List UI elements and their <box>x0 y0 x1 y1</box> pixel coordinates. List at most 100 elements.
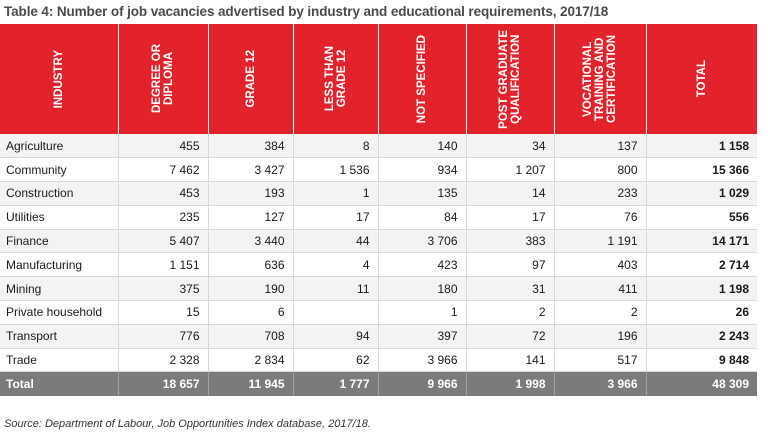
value-cell: 76 <box>554 205 647 230</box>
table-row: Mining 375 190 11 180 31 411 1 198 <box>0 276 757 302</box>
row-total-cell: 556 <box>646 205 757 230</box>
industry-name-cell: Construction <box>0 181 119 206</box>
value-cell: 2 <box>466 300 555 325</box>
value-cell: 383 <box>466 229 555 254</box>
total-value-cell: 18 657 <box>118 371 209 396</box>
row-total-cell: 1 158 <box>646 134 757 159</box>
industry-name-cell: Agriculture <box>0 134 119 159</box>
value-cell: 196 <box>554 324 647 349</box>
column-header-grade-12: GRADE 12 <box>208 24 294 134</box>
value-cell: 15 <box>118 300 209 325</box>
value-cell: 453 <box>118 181 209 206</box>
industry-name-cell: Transport <box>0 324 119 349</box>
column-header-industry: INDUSTRY <box>0 24 119 134</box>
value-cell: 1 151 <box>118 252 209 278</box>
value-cell: 1 <box>378 300 467 325</box>
value-cell: 2 834 <box>208 348 294 373</box>
value-cell <box>293 300 379 325</box>
value-cell: 34 <box>466 134 555 159</box>
value-cell: 62 <box>293 348 379 373</box>
table-row: Utilities 235 127 17 84 17 76 556 <box>0 205 757 230</box>
value-cell: 517 <box>554 348 647 373</box>
value-cell: 140 <box>378 134 467 159</box>
column-header-post-graduate-qualification: POST GRADUATE QUALIFICATION <box>466 24 555 134</box>
value-cell: 3 706 <box>378 229 467 254</box>
column-header-less-than-grade-12: LESS THAN GRADE 12 <box>293 24 379 134</box>
value-cell: 1 191 <box>554 229 647 254</box>
value-cell: 934 <box>378 157 467 183</box>
total-value-cell: 1 777 <box>293 371 379 396</box>
value-cell: 44 <box>293 229 379 254</box>
value-cell: 2 328 <box>118 348 209 373</box>
value-cell: 708 <box>208 324 294 349</box>
column-header-not-specified: NOT SPECIFIED <box>378 24 467 134</box>
value-cell: 636 <box>208 252 294 278</box>
value-cell: 84 <box>378 205 467 230</box>
total-value-cell: 48 309 <box>646 371 757 396</box>
value-cell: 800 <box>554 157 647 183</box>
value-cell: 3 440 <box>208 229 294 254</box>
value-cell: 72 <box>466 324 555 349</box>
value-cell: 5 407 <box>118 229 209 254</box>
value-cell: 776 <box>118 324 209 349</box>
table-row: Private household 15 6 1 2 2 26 <box>0 300 757 325</box>
value-cell: 384 <box>208 134 294 159</box>
value-cell: 3 427 <box>208 157 294 183</box>
table-row: Finance 5 407 3 440 44 3 706 383 1 191 14 171 <box>0 229 757 254</box>
value-cell: 375 <box>118 276 209 302</box>
value-cell: 6 <box>208 300 294 325</box>
value-cell: 193 <box>208 181 294 206</box>
table-row: Transport 776 708 94 397 72 196 2 243 <box>0 324 757 349</box>
value-cell: 397 <box>378 324 467 349</box>
total-value-cell: 3 966 <box>554 371 647 396</box>
value-cell: 94 <box>293 324 379 349</box>
table-row: Construction 453 193 1 135 14 233 1 029 <box>0 181 757 206</box>
value-cell: 17 <box>293 205 379 230</box>
row-total-cell: 15 366 <box>646 157 757 183</box>
table-row: Community 7 462 3 427 1 536 934 1 207 800 15 36… <box>0 157 757 183</box>
industry-name-cell: Trade <box>0 348 119 373</box>
value-cell: 141 <box>466 348 555 373</box>
industry-name-cell: Private household <box>0 300 119 325</box>
value-cell: 7 462 <box>118 157 209 183</box>
total-value-cell: 11 945 <box>208 371 294 396</box>
industry-name-cell: Manufacturing <box>0 252 119 278</box>
value-cell: 127 <box>208 205 294 230</box>
value-cell: 233 <box>554 181 647 206</box>
value-cell: 137 <box>554 134 647 159</box>
total-label-cell: Total <box>0 371 119 396</box>
value-cell: 1 207 <box>466 157 555 183</box>
row-total-cell: 1 029 <box>646 181 757 206</box>
value-cell: 455 <box>118 134 209 159</box>
row-total-cell: 26 <box>646 300 757 325</box>
column-header-degree-or-diploma: DEGREE OR DIPLOMA <box>118 24 209 134</box>
value-cell: 97 <box>466 252 555 278</box>
value-cell: 17 <box>466 205 555 230</box>
total-value-cell: 1 998 <box>466 371 555 396</box>
value-cell: 14 <box>466 181 555 206</box>
value-cell: 11 <box>293 276 379 302</box>
value-cell: 4 <box>293 252 379 278</box>
value-cell: 423 <box>378 252 467 278</box>
header-row: INDUSTRY DEGREE OR DIPLOMA GRADE 12 LESS… <box>0 24 757 134</box>
total-value-cell: 9 966 <box>378 371 467 396</box>
industry-name-cell: Mining <box>0 276 119 302</box>
row-total-cell: 1 198 <box>646 276 757 302</box>
row-total-cell: 9 848 <box>646 348 757 373</box>
total-row: Total 18 657 11 945 1 777 9 966 1 998 3 966 48 … <box>0 371 757 396</box>
value-cell: 180 <box>378 276 467 302</box>
value-cell: 2 <box>554 300 647 325</box>
table-row: Agriculture 455 384 8 140 34 137 1 158 <box>0 134 757 159</box>
table-title: Table 4: Number of job vacancies adverti… <box>4 4 609 19</box>
value-cell: 1 536 <box>293 157 379 183</box>
value-cell: 135 <box>378 181 467 206</box>
row-total-cell: 2 243 <box>646 324 757 349</box>
source-note: Source: Department of Labour, Job Opport… <box>4 418 371 430</box>
industry-name-cell: Utilities <box>0 205 119 230</box>
value-cell: 31 <box>466 276 555 302</box>
value-cell: 235 <box>118 205 209 230</box>
column-header-total: TOTAL <box>646 24 757 134</box>
row-total-cell: 14 171 <box>646 229 757 254</box>
value-cell: 403 <box>554 252 647 278</box>
value-cell: 411 <box>554 276 647 302</box>
